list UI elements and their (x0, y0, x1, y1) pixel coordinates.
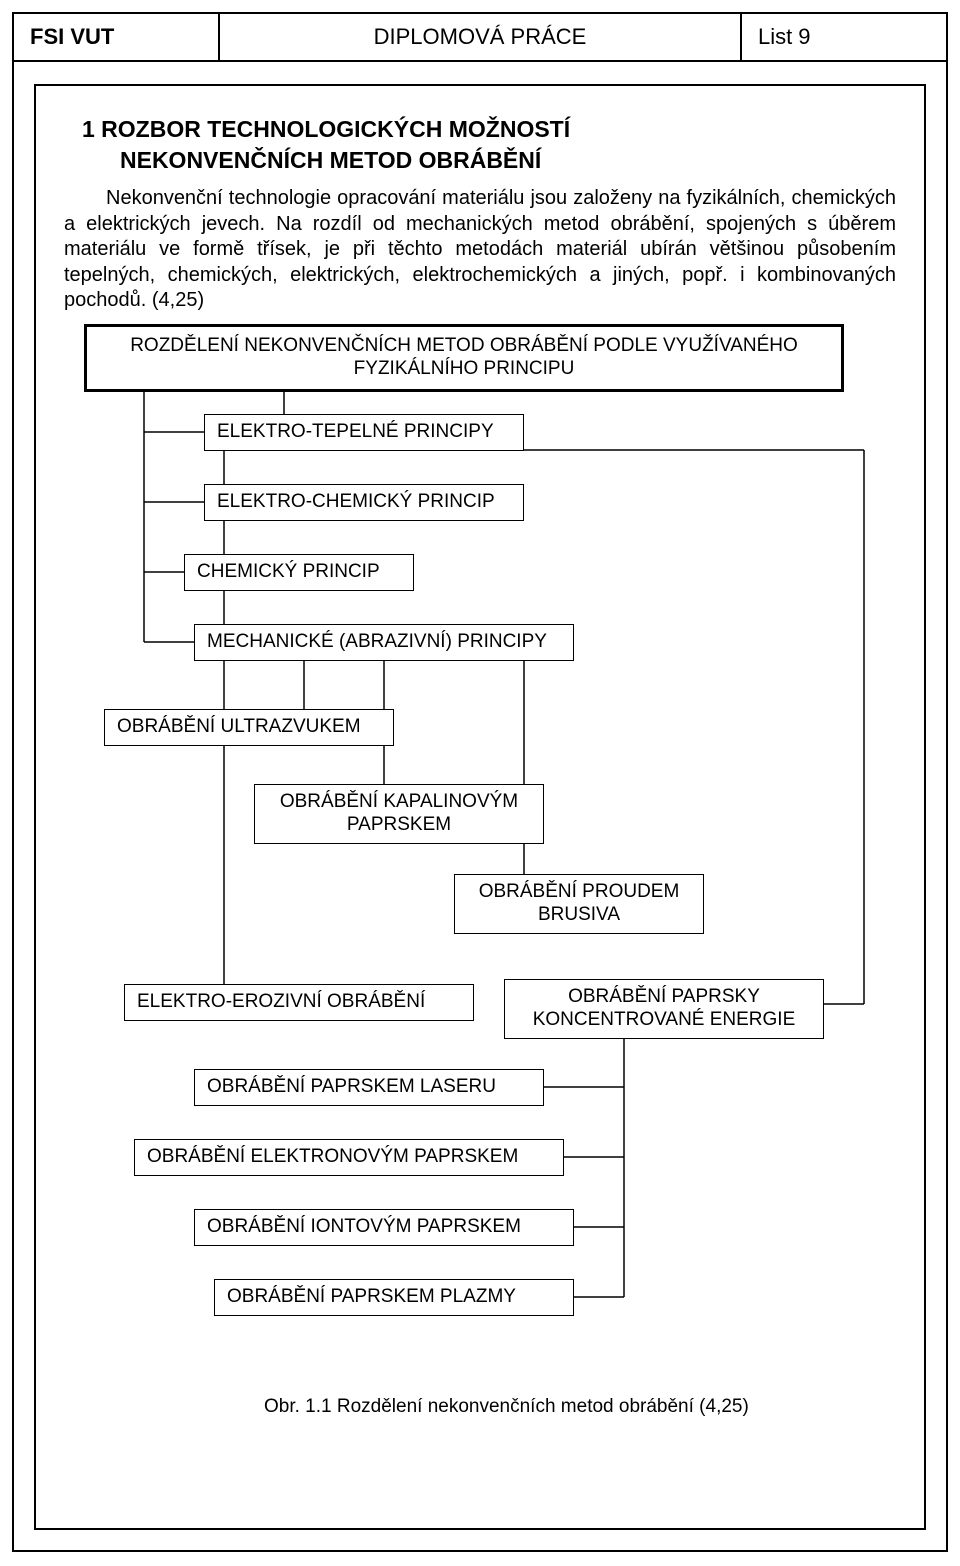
node-chemicky: CHEMICKÝ PRINCIP (184, 554, 414, 591)
node-laseru: OBRÁBĚNÍ PAPRSKEM LASERU (194, 1069, 544, 1106)
node-proudem-brusiva: OBRÁBĚNÍ PROUDEM BRUSIVA (454, 874, 704, 934)
node-ultrazvukem: OBRÁBĚNÍ ULTRAZVUKEM (104, 709, 394, 746)
section-subtitle: NEKONVENČNÍCH METOD OBRÁBĚNÍ (120, 147, 896, 174)
node-elektronovym: OBRÁBĚNÍ ELEKTRONOVÝM PAPRSKEM (134, 1139, 564, 1176)
node-kapalinovym: OBRÁBĚNÍ KAPALINOVÝM PAPRSKEM (254, 784, 544, 844)
section-title: 1 ROZBOR TECHNOLOGICKÝCH MOŽNOSTÍ (82, 116, 896, 143)
node-elektro-tepelne: ELEKTRO-TEPELNÉ PRINCIPY (204, 414, 524, 451)
header-center: DIPLOMOVÁ PRÁCE (219, 14, 741, 61)
node-iontovym: OBRÁBĚNÍ IONTOVÝM PAPRSKEM (194, 1209, 574, 1246)
node-elektro-chemicky: ELEKTRO-CHEMICKÝ PRINCIP (204, 484, 524, 521)
node-plazmy: OBRÁBĚNÍ PAPRSKEM PLAZMY (214, 1279, 574, 1316)
header-left: FSI VUT (14, 14, 219, 61)
body-text: Nekonvenční technologie opracování mater… (64, 187, 896, 311)
header-right: List 9 (741, 14, 946, 61)
page-outer-frame: FSI VUT DIPLOMOVÁ PRÁCE List 9 1 ROZBOR … (12, 12, 948, 1552)
page-inner-frame: 1 ROZBOR TECHNOLOGICKÝCH MOŽNOSTÍ NEKONV… (34, 84, 926, 1530)
node-root: ROZDĚLENÍ NEKONVENČNÍCH METOD OBRÁBĚNÍ P… (84, 324, 844, 392)
node-paprsky-energie: OBRÁBĚNÍ PAPRSKY KONCENTROVANÉ ENERGIE (504, 979, 824, 1039)
classification-diagram: ROZDĚLENÍ NEKONVENČNÍCH METOD OBRÁBĚNÍ P… (64, 324, 884, 1384)
body-paragraph-1: Nekonvenční technologie opracování mater… (64, 186, 896, 314)
figure-caption: Obr. 1.1 Rozdělení nekonvenčních metod o… (264, 1396, 896, 1418)
node-mechanicke: MECHANICKÉ (ABRAZIVNÍ) PRINCIPY (194, 624, 574, 661)
page-header: FSI VUT DIPLOMOVÁ PRÁCE List 9 (14, 14, 946, 62)
node-elektro-erozivni: ELEKTRO-EROZIVNÍ OBRÁBĚNÍ (124, 984, 474, 1021)
